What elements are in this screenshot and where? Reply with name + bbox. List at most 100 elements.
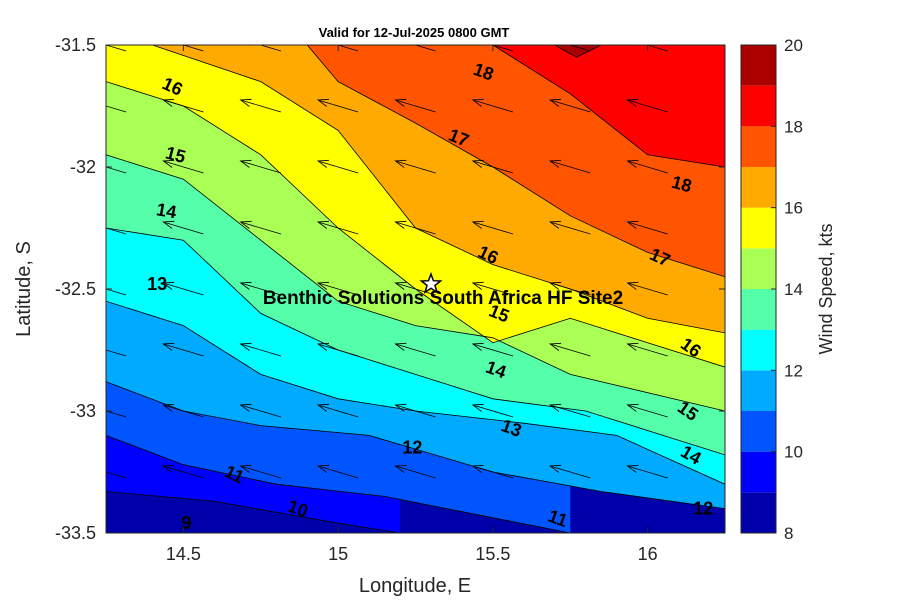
wind-arrow xyxy=(471,159,514,174)
wind-arrow-head xyxy=(548,98,562,107)
wind-arrow xyxy=(239,159,282,174)
wind-arrow-head xyxy=(239,159,252,168)
colorbar-tick-label: 14 xyxy=(784,280,803,299)
wind-arrow-head xyxy=(626,403,639,412)
wind-arrow-shaft xyxy=(549,343,591,357)
wind-arrow xyxy=(626,220,668,235)
y-axis-label: Latitude, S xyxy=(13,241,35,337)
wind-arrow xyxy=(162,98,204,113)
wind-arrow xyxy=(248,45,282,52)
wind-arrow xyxy=(480,45,514,52)
x-axis-ticks: 14.5 15 15.5 16 xyxy=(166,45,658,564)
wind-arrow-shaft xyxy=(317,465,359,479)
wind-arrow-shaft xyxy=(472,160,514,174)
wind-arrow xyxy=(316,464,359,479)
wind-arrow-shaft xyxy=(549,160,591,174)
colorbar-swatch xyxy=(741,492,776,533)
colorbar-swatch xyxy=(741,329,776,371)
x-tick-label: 16 xyxy=(638,544,658,564)
wind-arrow-head xyxy=(471,403,484,412)
wind-arrow-shaft xyxy=(549,99,591,113)
wind-arrow xyxy=(548,220,591,235)
wind-arrow xyxy=(626,464,668,479)
wind-arrow-head xyxy=(471,220,484,229)
wind-arrow-shaft xyxy=(106,349,127,357)
wind-arrow-head xyxy=(394,342,407,351)
wind-arrow-head xyxy=(634,45,637,46)
wind-arrow-shaft xyxy=(163,282,204,296)
wind-arrow-head xyxy=(394,403,407,412)
colorbar xyxy=(741,45,776,533)
contour-line-16 xyxy=(152,45,725,334)
wind-arrow-shaft xyxy=(106,45,127,52)
contour-line-10 xyxy=(106,435,571,533)
wind-arrow-shaft xyxy=(317,160,359,174)
colorbar-swatch xyxy=(741,85,776,127)
y-axis-ticks: -31.5 -32 -32.5 -33 -33.5 xyxy=(55,35,725,543)
colorbar-tick-label: 10 xyxy=(784,443,803,462)
wind-arrow-shaft xyxy=(106,471,127,479)
wind-arrow-shaft xyxy=(317,404,359,418)
wind-arrow-shaft xyxy=(414,45,436,52)
wind-arrow xyxy=(106,410,127,418)
wind-arrow-head xyxy=(394,98,407,107)
wind-arrow xyxy=(106,227,127,235)
wind-arrow-shaft xyxy=(317,221,359,235)
wind-arrow-shaft xyxy=(163,343,204,357)
wind-arrow-head xyxy=(316,281,330,290)
colorbar-tick-label: 8 xyxy=(784,524,793,543)
wind-arrow-shaft xyxy=(472,465,514,479)
colorbar-swatch xyxy=(741,289,776,330)
wind-arrow-shaft xyxy=(163,99,204,113)
wind-arrow-head xyxy=(548,464,562,473)
wind-arrow-head xyxy=(316,98,330,107)
x-tick-label: 15.5 xyxy=(475,544,510,564)
colorbar-swatch xyxy=(741,370,776,411)
x-tick-label: 14.5 xyxy=(166,544,201,564)
wind-arrow-shaft xyxy=(627,160,668,174)
filled-contour-bands xyxy=(106,45,725,533)
wind-arrow-shaft xyxy=(240,404,282,418)
y-tick-label: -32.5 xyxy=(55,279,96,299)
wind-arrow-head xyxy=(170,45,173,46)
wind-arrow-head xyxy=(316,342,330,351)
colorbar-swatch xyxy=(741,167,776,208)
wind-arrow-shaft xyxy=(627,343,668,357)
wind-arrow-shaft xyxy=(259,45,282,52)
contour-line-13 xyxy=(106,227,725,456)
wind-arrow-shaft xyxy=(163,465,204,479)
wind-arrow-head xyxy=(162,403,175,412)
wind-arrow xyxy=(239,342,282,357)
wind-arrow-head xyxy=(316,220,330,229)
wind-arrow-head xyxy=(316,159,330,168)
colorbar-tick-label: 18 xyxy=(784,117,803,136)
wind-arrow-shaft xyxy=(336,45,359,52)
wind-arrow-shaft xyxy=(182,45,204,52)
y-tick-label: -33 xyxy=(70,401,96,421)
wind-arrow xyxy=(394,220,436,235)
contour-label: 18 xyxy=(669,172,694,197)
wind-arrow xyxy=(106,45,127,52)
contour-line-9 xyxy=(106,491,401,533)
wind-arrow-shaft xyxy=(395,221,436,235)
wind-arrow-head xyxy=(548,220,562,229)
wind-arrow-shaft xyxy=(568,45,591,52)
wind-arrow-shaft xyxy=(395,99,436,113)
wind-arrow-shaft xyxy=(317,282,359,296)
wind-arrow xyxy=(106,349,127,357)
wind-arrow-shaft xyxy=(549,404,591,418)
wind-arrow xyxy=(548,159,591,174)
wind-arrow-shaft xyxy=(240,160,282,174)
star-icon xyxy=(419,271,443,294)
wind-arrow xyxy=(239,98,282,113)
contour-line-19 xyxy=(554,45,602,58)
wind-arrow xyxy=(626,98,668,113)
wind-arrow-head xyxy=(471,98,484,107)
wind-arrow-head xyxy=(239,98,252,107)
wind-arrow-head xyxy=(86,99,97,106)
wind-arrow-shaft xyxy=(627,282,668,296)
wind-arrow xyxy=(316,159,359,174)
wind-arrow-shaft xyxy=(646,45,668,52)
